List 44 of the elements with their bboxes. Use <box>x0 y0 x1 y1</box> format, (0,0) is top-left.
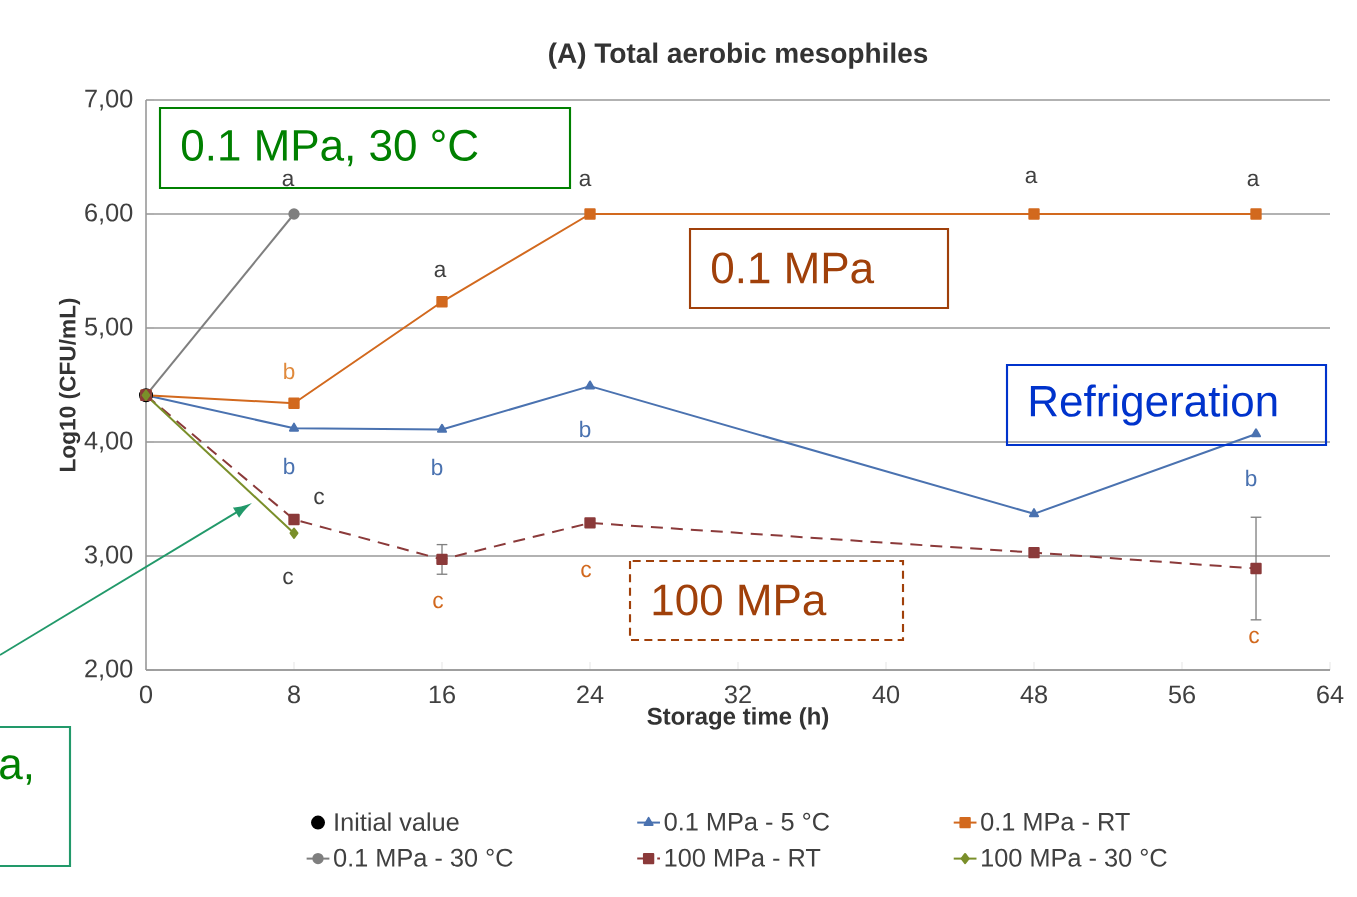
text: a, <box>0 755 32 785</box>
legend-label: 0.1 MPa - 5 °C <box>664 812 830 831</box>
annotation: Refrigeration <box>1030 384 1277 426</box>
annotation: a <box>1247 173 1260 187</box>
annotation: b <box>1246 469 1257 487</box>
annotation: b <box>580 420 591 438</box>
x-tick-label: 64 <box>1317 685 1344 704</box>
x-tick-label: 32 <box>724 685 751 704</box>
annotation: c <box>433 595 444 609</box>
annotation: b <box>284 362 295 380</box>
y-tick-label: 6,00 <box>85 203 133 225</box>
x-tick-label: 56 <box>1168 685 1195 704</box>
y-tick-label: 2,00 <box>85 659 133 681</box>
legend-label: 100 MPa - RT <box>665 848 821 867</box>
annotation: a <box>282 173 295 187</box>
legend-label: 100 MPa - 30 °C <box>982 848 1167 867</box>
annotation: a <box>1025 170 1038 184</box>
annotation: c <box>1249 630 1260 644</box>
annotation: 100 MPa <box>653 584 827 616</box>
y-tick-label: 4,00 <box>84 431 133 453</box>
annotation: b <box>284 457 295 475</box>
legend-label: 0.1 MPa - RT <box>981 812 1130 831</box>
x-tick-label: 8 <box>288 685 300 704</box>
legend-label: 0.1 MPa - 30 °C <box>334 848 513 867</box>
y-tick-label: 3,00 <box>84 545 133 567</box>
annotation: 0.1 MPa <box>711 252 875 284</box>
annotation: a <box>579 173 592 187</box>
x-tick-label: 48 <box>1020 685 1047 704</box>
annotation: c <box>314 491 325 505</box>
annotation: 0.1 MPa, 30 °C <box>181 129 478 167</box>
x-tick-label: 16 <box>429 685 455 704</box>
y-axis-title: Log10 (CFU/mL) <box>58 298 81 471</box>
annotation: c <box>283 571 294 585</box>
annotation: a <box>434 264 447 278</box>
x-axis-title: Storage time (h) <box>647 707 829 730</box>
annotation: b <box>432 458 443 476</box>
chart-title: (A) Total aerobic mesophiles <box>549 42 928 69</box>
x-tick-label: 24 <box>577 685 604 704</box>
x-tick-label: 40 <box>872 685 900 704</box>
annotation: c <box>581 564 592 578</box>
y-tick-label: 7,00 <box>85 89 133 111</box>
legend-label: Initial value <box>335 812 459 832</box>
y-tick-label: 5,00 <box>84 317 133 339</box>
x-tick-label: 0 <box>139 685 153 704</box>
